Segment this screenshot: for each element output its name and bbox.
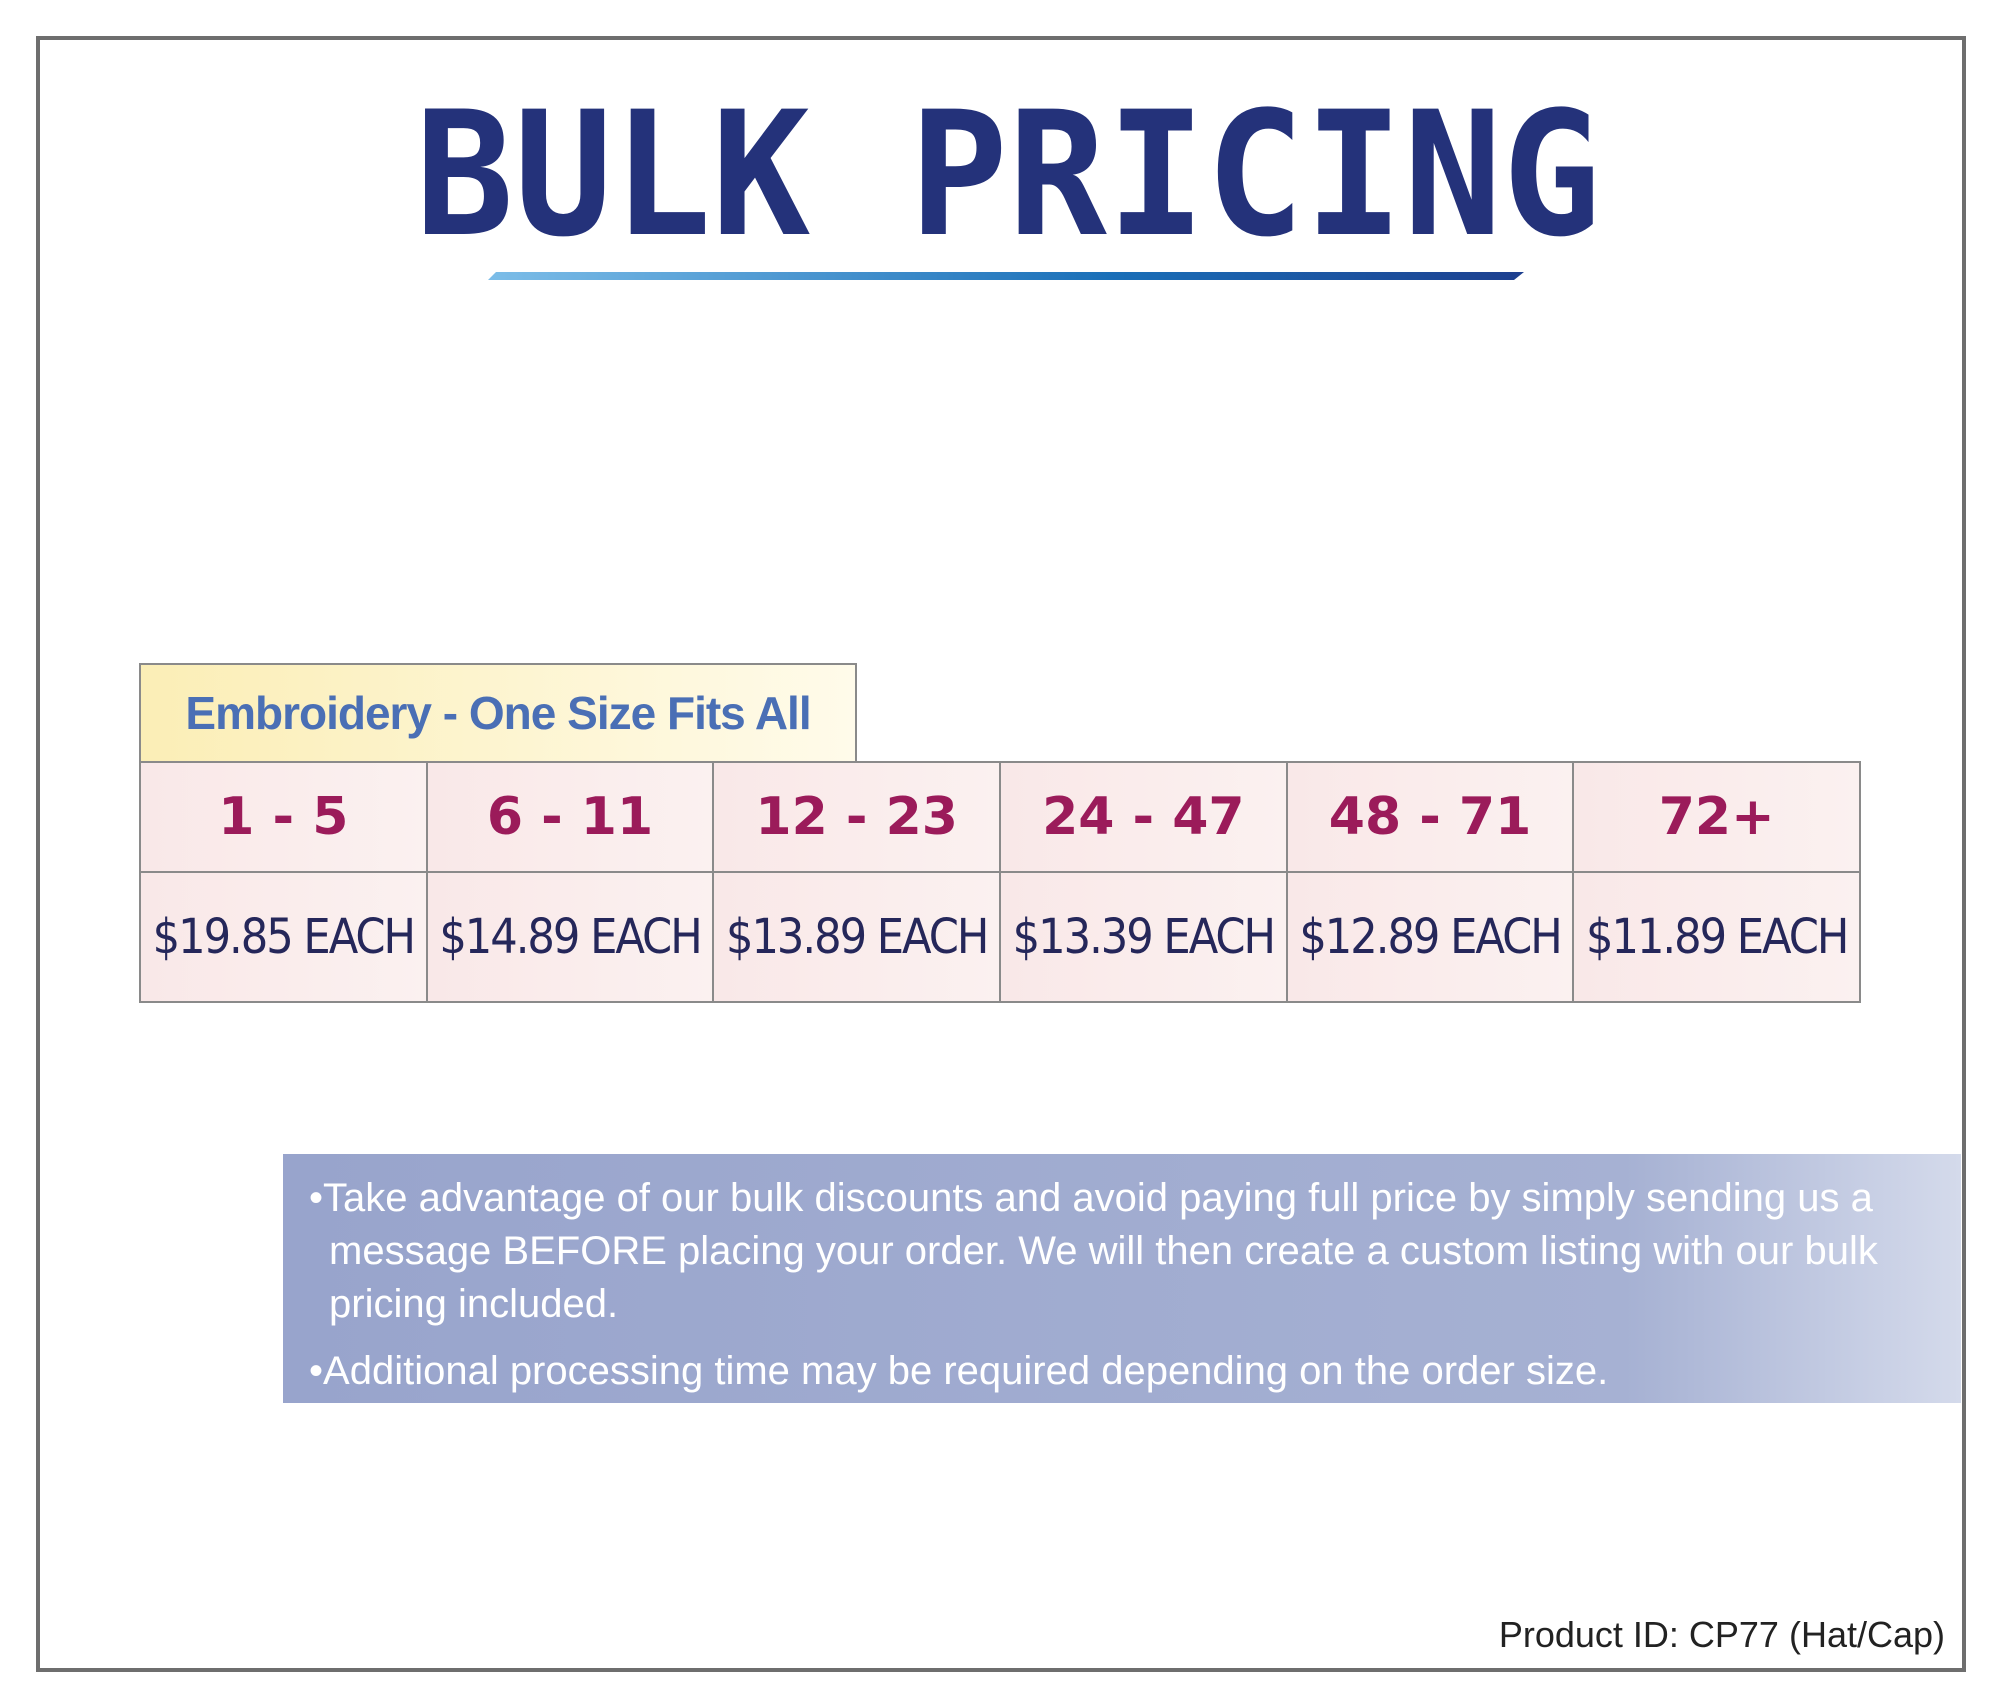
title-underline xyxy=(488,272,1524,280)
product-id: Product ID: CP77 (Hat/Cap) xyxy=(1498,1614,1945,1655)
price-cell: $11.89 EACH xyxy=(1572,873,1860,1001)
title: BULK PRICING xyxy=(415,74,1601,275)
quantity-cell: 72+ xyxy=(1572,763,1860,871)
note: Take advantage of our bulk discounts and… xyxy=(309,1172,1911,1331)
table-caption: Embroidery - One Size Fits All xyxy=(139,663,857,761)
price-cell: $13.39 EACH xyxy=(999,873,1286,1001)
price-cell: $12.89 EACH xyxy=(1285,873,1573,1001)
quantity-cell: 48 - 71 xyxy=(1285,763,1573,871)
price-cell: $13.89 EACH xyxy=(712,873,1000,1001)
quantity-cell: 24 - 47 xyxy=(999,763,1286,871)
header: BULK PRICING xyxy=(415,74,1601,280)
quantity-cell: 1 - 5 xyxy=(141,763,426,871)
price-cell: $19.85 EACH xyxy=(141,873,426,1001)
note: Additional processing time may be requir… xyxy=(309,1345,1911,1398)
notes-box: Take advantage of our bulk discounts and… xyxy=(283,1154,1961,1403)
price-cell: $14.89 EACH xyxy=(425,873,713,1001)
frame xyxy=(36,36,1966,1672)
price-row: $19.85 EACH $14.89 EACH $13.89 EACH $13.39 … xyxy=(141,871,1860,1001)
quantity-cell: 12 - 23 xyxy=(712,763,1000,871)
quantity-cell: 6 - 11 xyxy=(425,763,713,871)
